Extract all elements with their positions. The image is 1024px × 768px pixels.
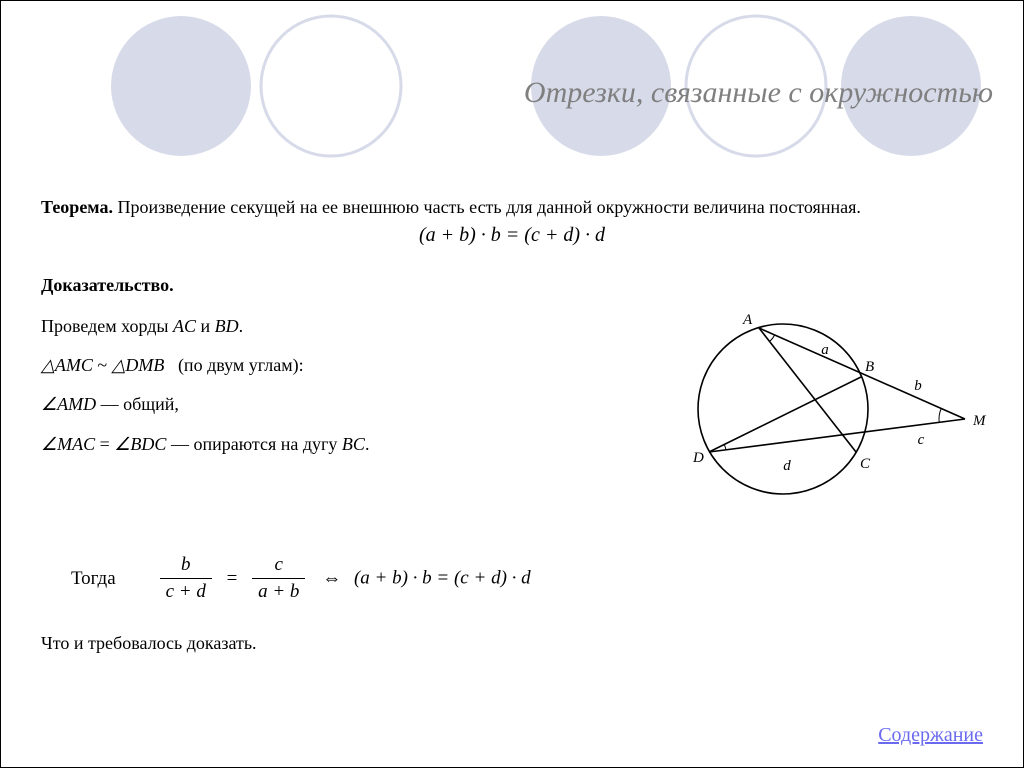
conclusion-row: Тогда b c + d = c a + b ⇔ (a + b) · b = … bbox=[71, 554, 983, 603]
conclusion-formula: (a + b) · b = (c + d) · d bbox=[354, 568, 531, 589]
angle-mac: ∠MAC bbox=[41, 434, 95, 454]
frac1-den: c + d bbox=[160, 579, 212, 603]
proof-area: Проведем хорды AC и BD. △AMC ~ △DMB (по … bbox=[41, 314, 983, 524]
frac2-den: a + b bbox=[252, 579, 305, 603]
theorem-label: Теорема. bbox=[41, 197, 113, 217]
qed-line: Что и требовалось доказать. bbox=[41, 633, 983, 654]
step4-eq: = bbox=[100, 434, 110, 454]
frac1-num: b bbox=[160, 554, 212, 579]
fraction-equation: b c + d = c a + b ⇔ (a + b) · b = (c + d… bbox=[156, 554, 531, 603]
svg-text:d: d bbox=[783, 458, 791, 474]
circle-secants-diagram: A B C D Ma b c d bbox=[653, 304, 993, 514]
slide-title: Отрезки, связанные с окружностью bbox=[421, 76, 993, 110]
svg-text:a: a bbox=[821, 342, 829, 358]
step1-ac: AC bbox=[173, 316, 196, 336]
proof-label: Доказательство. bbox=[41, 275, 983, 296]
slide: Отрезки, связанные с окружностью Теорема… bbox=[0, 0, 1024, 768]
theorem-formula: (a + b) · b = (c + d) · d bbox=[41, 224, 983, 247]
proof-step-1: Проведем хорды AC и BD. bbox=[41, 314, 601, 339]
step3-note: — общий, bbox=[101, 394, 179, 414]
svg-text:c: c bbox=[918, 432, 925, 448]
svg-text:B: B bbox=[865, 359, 874, 375]
frac2-num: c bbox=[252, 554, 305, 579]
angle-amd: ∠AMD bbox=[41, 394, 96, 414]
svg-text:C: C bbox=[860, 456, 871, 472]
triangle-dmb: △DMB bbox=[112, 355, 165, 375]
iff-sign: ⇔ bbox=[314, 568, 349, 589]
step1-text: Проведем хорды bbox=[41, 316, 169, 336]
proof-step-3: ∠AMD — общий, bbox=[41, 392, 601, 417]
triangle-amc: △AMC bbox=[41, 355, 93, 375]
svg-text:M: M bbox=[972, 413, 987, 429]
fraction-2: c a + b bbox=[248, 554, 309, 603]
arc-bc: BC bbox=[342, 434, 365, 454]
step2-note: (по двум углам): bbox=[178, 355, 304, 375]
theorem-line: Теорема. Произведение секущей на ее внеш… bbox=[41, 197, 983, 218]
toc-link[interactable]: Содержание bbox=[878, 724, 983, 747]
slide-body: Теорема. Произведение секущей на ее внеш… bbox=[41, 191, 983, 737]
step1-and: и bbox=[201, 316, 211, 336]
theorem-text: Произведение секущей на ее внешнюю часть… bbox=[117, 197, 860, 217]
frac-eq: = bbox=[221, 568, 244, 589]
proof-step-2: △AMC ~ △DMB (по двум углам): bbox=[41, 353, 601, 378]
angle-bdc: ∠BDC bbox=[114, 434, 166, 454]
proof-lines: Проведем хорды AC и BD. △AMC ~ △DMB (по … bbox=[41, 314, 601, 457]
proof-step-4: ∠MAC = ∠BDC — опираются на дугу BC. bbox=[41, 432, 601, 457]
step4-note: — опираются на дугу bbox=[171, 434, 337, 454]
step1-bd: BD bbox=[215, 316, 239, 336]
fraction-1: b c + d bbox=[156, 554, 216, 603]
then-label: Тогда bbox=[71, 568, 116, 590]
svg-text:b: b bbox=[914, 378, 922, 394]
svg-text:A: A bbox=[742, 312, 753, 328]
svg-text:D: D bbox=[692, 450, 704, 466]
similar-sign: ~ bbox=[97, 355, 107, 375]
